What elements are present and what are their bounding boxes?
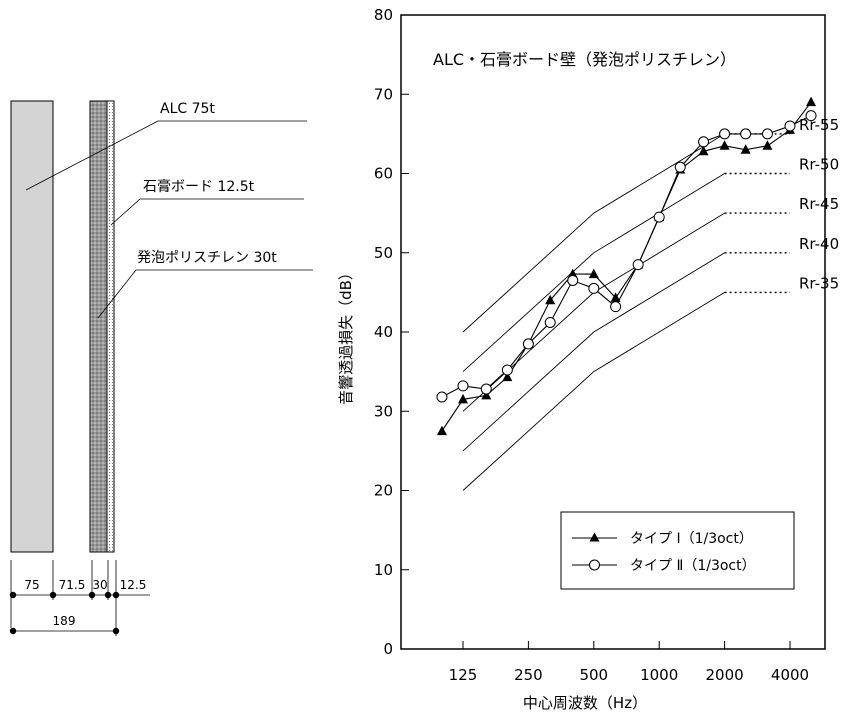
- data-point-type1-315: [545, 294, 556, 305]
- y-axis-label: 音響透過損失（dB）: [337, 265, 355, 405]
- series-line-type1: [441, 101, 812, 432]
- alc-label: ALC 75t: [160, 101, 215, 117]
- data-point-type1-1600: [698, 145, 709, 156]
- data-point-type1-160: [481, 389, 492, 400]
- data-point-type2-630: [610, 301, 622, 313]
- foam-label: 発泡ポリスチレン 30t: [137, 250, 277, 266]
- x-tick-label-250: 250: [514, 666, 543, 684]
- x-tick-label-125: 125: [449, 666, 478, 684]
- data-point-type1-125: [458, 393, 468, 404]
- y-tick-label-60: 60: [374, 165, 393, 183]
- data-point-type2-100: [436, 391, 448, 403]
- legend-label-type1: タイプ Ⅰ（1/3oct）: [630, 531, 753, 547]
- data-point-type1-2500: [740, 144, 751, 154]
- x-axis-ticks: 125 250 500 1000 2000 4000: [449, 641, 809, 684]
- y-tick-label-30: 30: [374, 402, 393, 420]
- foam-layer: [89, 100, 108, 553]
- dimension-label-alc: 75: [24, 578, 39, 592]
- chart-title: ALC・石膏ボード壁（発泡ポリスチレン）: [433, 50, 736, 69]
- data-point-type2-160: [480, 383, 492, 395]
- legend: タイプ Ⅰ（1/3oct） タイプ Ⅱ（1/3oct）: [560, 511, 795, 590]
- gypsum-board-label: 石膏ボード 12.5t: [143, 178, 255, 195]
- legend-box: [560, 511, 795, 590]
- data-point-type1-200: [502, 371, 513, 382]
- data-point-type1-5000: [806, 96, 817, 107]
- x-tick-label-2000: 2000: [706, 666, 744, 684]
- curve-label-Rr-35: Rr-35: [799, 274, 839, 292]
- y-tick-label-80: 80: [374, 6, 393, 24]
- curve-Rr-35: [462, 292, 725, 491]
- y-tick-label-10: 10: [374, 561, 393, 579]
- curve-Rr-55: [462, 133, 725, 333]
- data-point-type1-630: [610, 292, 621, 302]
- transmission-loss-chart: ALC・石膏ボード壁（発泡ポリスチレン） 中心周波数（Hz） 音響透過損失（dB…: [337, 6, 839, 712]
- data-point-type2-800: [632, 259, 644, 271]
- curve-label-Rr-40: Rr-40: [799, 235, 839, 253]
- x-tick-label-500: 500: [579, 666, 608, 684]
- data-point-type1-500: [588, 268, 599, 279]
- gypsum-board-layer: [106, 100, 115, 553]
- x-tick-label-1000: 1000: [640, 666, 678, 684]
- y-tick-label-20: 20: [374, 482, 393, 500]
- dimension-lines: [9, 560, 150, 636]
- data-series: [436, 96, 817, 436]
- data-point-type2-1000: [653, 211, 665, 223]
- data-point-type2-200: [501, 364, 513, 376]
- data-point-type2-1250: [674, 161, 686, 173]
- alc-leader-line: [25, 120, 159, 191]
- data-point-type2-1600: [698, 136, 710, 148]
- curve-label-Rr-50: Rr-50: [799, 156, 839, 174]
- x-tick-label-4000: 4000: [771, 666, 809, 684]
- data-point-type2-2500: [740, 128, 752, 140]
- data-point-type2-2000: [719, 128, 731, 140]
- y-tick-label-70: 70: [374, 85, 393, 103]
- curve-label-Rr-45: Rr-45: [799, 195, 839, 213]
- data-point-type1-2000: [719, 140, 730, 150]
- x-axis-label: 中心周波数（Hz）: [523, 694, 647, 712]
- alc-panel: [10, 100, 54, 553]
- curve-Rr-50: [462, 173, 725, 372]
- data-point-type2-5000: [805, 110, 817, 122]
- legend-marker-type2: [589, 559, 600, 571]
- dimension-label-board: 12.5: [120, 578, 147, 592]
- data-point-type2-125: [457, 380, 469, 392]
- data-point-type1-3150: [762, 140, 773, 150]
- data-point-type2-315: [544, 316, 556, 328]
- data-point-type2-3150: [761, 128, 773, 140]
- data-point-type2-500: [588, 282, 600, 294]
- y-tick-label-50: 50: [374, 244, 393, 262]
- data-point-type2-400: [567, 274, 579, 286]
- data-point-type2-4000: [784, 120, 796, 132]
- legend-marker-type1: [589, 532, 600, 542]
- legend-label-type2: タイプ Ⅱ（1/3oct）: [630, 558, 756, 574]
- y-tick-label-40: 40: [374, 323, 393, 341]
- data-point-type1-100: [436, 425, 447, 436]
- gypsum-leader-line: [110, 198, 141, 226]
- wall-section-diagram: ALC 75t 石膏ボード 12.5t 発泡ポリスチレン 30t 75 71.5…: [9, 100, 313, 636]
- y-tick-label-0: 0: [383, 640, 393, 658]
- foam-leader-line: [97, 269, 137, 319]
- dimension-label-total: 189: [53, 614, 76, 628]
- series-line-type2: [441, 115, 812, 398]
- curve-Rr-40: [462, 252, 725, 452]
- data-point-type2-250: [522, 338, 534, 350]
- dimension-label-foam: 30: [92, 578, 107, 592]
- dimension-label-air-gap: 71.5: [59, 578, 86, 592]
- y-axis-ticks: 0 10 20 30 40 50 60 70 80: [374, 6, 409, 658]
